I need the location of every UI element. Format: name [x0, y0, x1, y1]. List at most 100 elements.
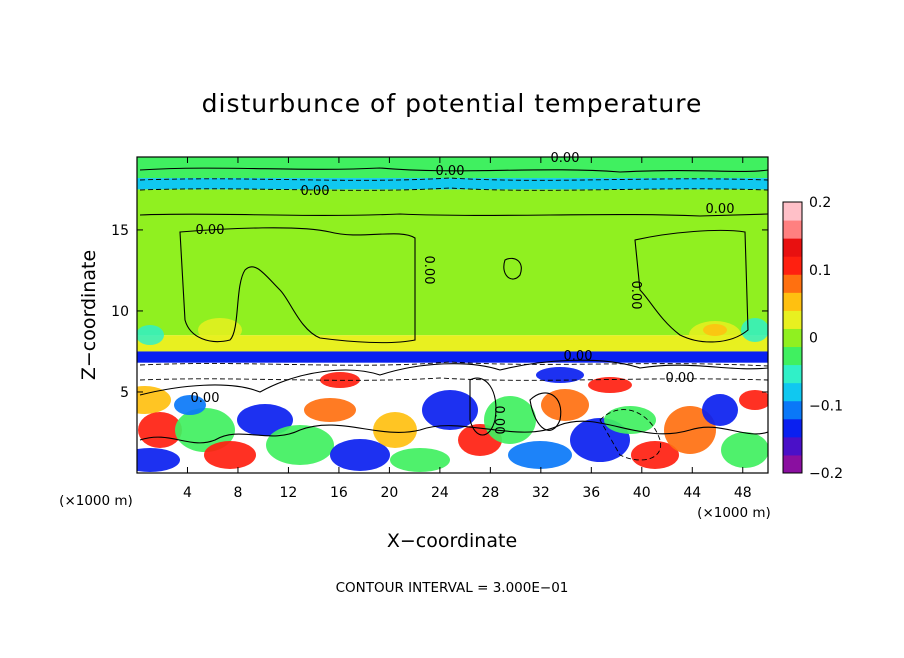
y-tick-label-0: 5: [120, 385, 129, 401]
colorbar-swatch-5: [783, 364, 802, 384]
contour-dashed-4: [599, 409, 662, 461]
contour-interval-note: CONTOUR INTERVAL = 3.000E−01: [336, 580, 569, 596]
x-axis-label: X−coordinate: [387, 530, 517, 552]
turbulence-blob-10: [373, 412, 417, 448]
contour-lines: [139, 167, 768, 461]
colorbar-tick-label-0: 0.2: [809, 195, 831, 211]
x-tick-label-4: 20: [380, 485, 398, 501]
turbulence-blob-3: [175, 408, 235, 452]
turbulence-blob-8: [304, 398, 356, 422]
upper-anomaly-3: [290, 202, 350, 218]
contour-line-6: [139, 213, 768, 217]
colorbar-swatch-3: [783, 400, 802, 420]
plot-frame: [136, 156, 769, 474]
contour-line-3: [139, 359, 768, 396]
colorbar-swatch-11: [783, 256, 802, 275]
x-unit-right: (×1000 m): [697, 505, 771, 521]
x-tick-label-10: 44: [683, 485, 701, 501]
upper-anomaly-5: [741, 318, 768, 342]
turbulence-blob-1: [138, 412, 182, 448]
x-tick-label-9: 40: [633, 485, 651, 501]
turbulence-blob-26: [588, 377, 632, 393]
contour-label-4: 0.00: [628, 281, 643, 310]
contour-label-5: 0.00: [191, 391, 220, 406]
colorbar-ticks: 0.2 0.1 0 −0.1 −0.2: [809, 195, 843, 482]
turbulence-blob-23: [739, 390, 768, 410]
colorbar-swatch-6: [783, 346, 802, 366]
colorbar-swatch-1: [783, 436, 802, 456]
turbulence-blob-21: [702, 394, 738, 426]
contour-dashed-0: [139, 361, 768, 367]
contour-line-8: [469, 377, 497, 436]
turbulence-blob-25: [536, 367, 584, 383]
contour-label-1: 0.00: [421, 256, 436, 285]
turbulence-blob-6: [237, 404, 293, 436]
colorbar-swatch-13: [783, 220, 802, 239]
turbulence-blob-12: [422, 390, 478, 430]
contour-dashed-1: [139, 377, 768, 381]
turbulence-blob-2: [137, 448, 180, 472]
colorbar-frame: [782, 201, 803, 474]
contour-label-10: 0.00: [551, 151, 580, 166]
x-tick-label-3: 16: [330, 485, 348, 501]
turbulence-blob-7: [266, 425, 334, 465]
x-tick-label-0: 4: [183, 485, 192, 501]
colorbar-swatch-7: [783, 328, 802, 348]
contour-label-0: 0.00: [196, 223, 225, 238]
contour-label-6: 0.00: [491, 406, 506, 435]
x-tick-label-5: 24: [431, 485, 449, 501]
colorbar-swatch-8: [783, 310, 802, 329]
y-tick-label-1: 10: [111, 304, 129, 320]
colorbar-tick-label-4: −0.2: [809, 466, 843, 482]
contour-line-2: [503, 257, 522, 280]
turbulence-blob-22: [721, 432, 768, 468]
contour-line-5: [139, 167, 768, 173]
turbulence-blob-0: [137, 386, 171, 414]
colorbar-swatch-12: [783, 238, 802, 257]
field-band-4: [137, 351, 768, 363]
turbulence-blob-11: [390, 448, 450, 472]
contour-line-4: [139, 420, 768, 444]
plot-area: [137, 157, 768, 473]
x-tick-label-8: 36: [582, 485, 600, 501]
chart-title: disturbunce of potential temperature: [202, 89, 703, 118]
turbulence-blob-15: [508, 441, 572, 469]
colorbar: [783, 202, 802, 474]
turbulence-blob-5: [174, 395, 206, 415]
x-unit-left: (×1000 m): [59, 493, 133, 509]
contour-label-9: 0.00: [666, 371, 695, 386]
contour-label-8: 0.00: [564, 349, 593, 364]
contour-dashed-2: [139, 177, 768, 181]
y-tick-label-2: 15: [111, 223, 129, 239]
colorbar-tick-label-1: 0.1: [809, 263, 831, 279]
x-axis-ticks: 4 8 12 16 20 24 28 32 36 40 44 48: [183, 157, 752, 501]
contour-line-1: [634, 229, 749, 343]
upper-anomaly-2: [703, 324, 727, 336]
colorbar-tick-label-2: 0: [809, 331, 818, 347]
colorbar-swatch-4: [783, 382, 802, 402]
colorbar-tick-label-3: −0.1: [809, 398, 843, 414]
upper-anomaly-4: [137, 325, 164, 345]
upper-anomaly-0: [198, 318, 242, 342]
x-tick-label-1: 8: [233, 485, 242, 501]
contour-label-7: 0.00: [436, 164, 465, 179]
contour-line-0: [179, 227, 416, 344]
contour-line-7: [529, 392, 562, 431]
turbulence-blob-9: [330, 439, 390, 471]
colorbar-swatch-9: [783, 292, 802, 311]
x-tick-label-11: 48: [734, 485, 752, 501]
y-axis-ticks: 5 10 15: [111, 223, 768, 401]
colorbar-swatch-14: [783, 202, 802, 221]
contour-label-3: 0.00: [706, 202, 735, 217]
turbulence-blob-19: [631, 441, 679, 469]
x-tick-label-6: 28: [481, 485, 499, 501]
colorbar-swatch-2: [783, 418, 802, 438]
y-axis-label: Z−coordinate: [78, 250, 100, 380]
colorbar-swatch-10: [783, 274, 802, 293]
field-band-1: [137, 178, 768, 190]
field-band-0: [137, 157, 768, 179]
field-features: [137, 202, 768, 472]
field-band-3: [137, 335, 768, 352]
x-tick-label-7: 32: [532, 485, 550, 501]
